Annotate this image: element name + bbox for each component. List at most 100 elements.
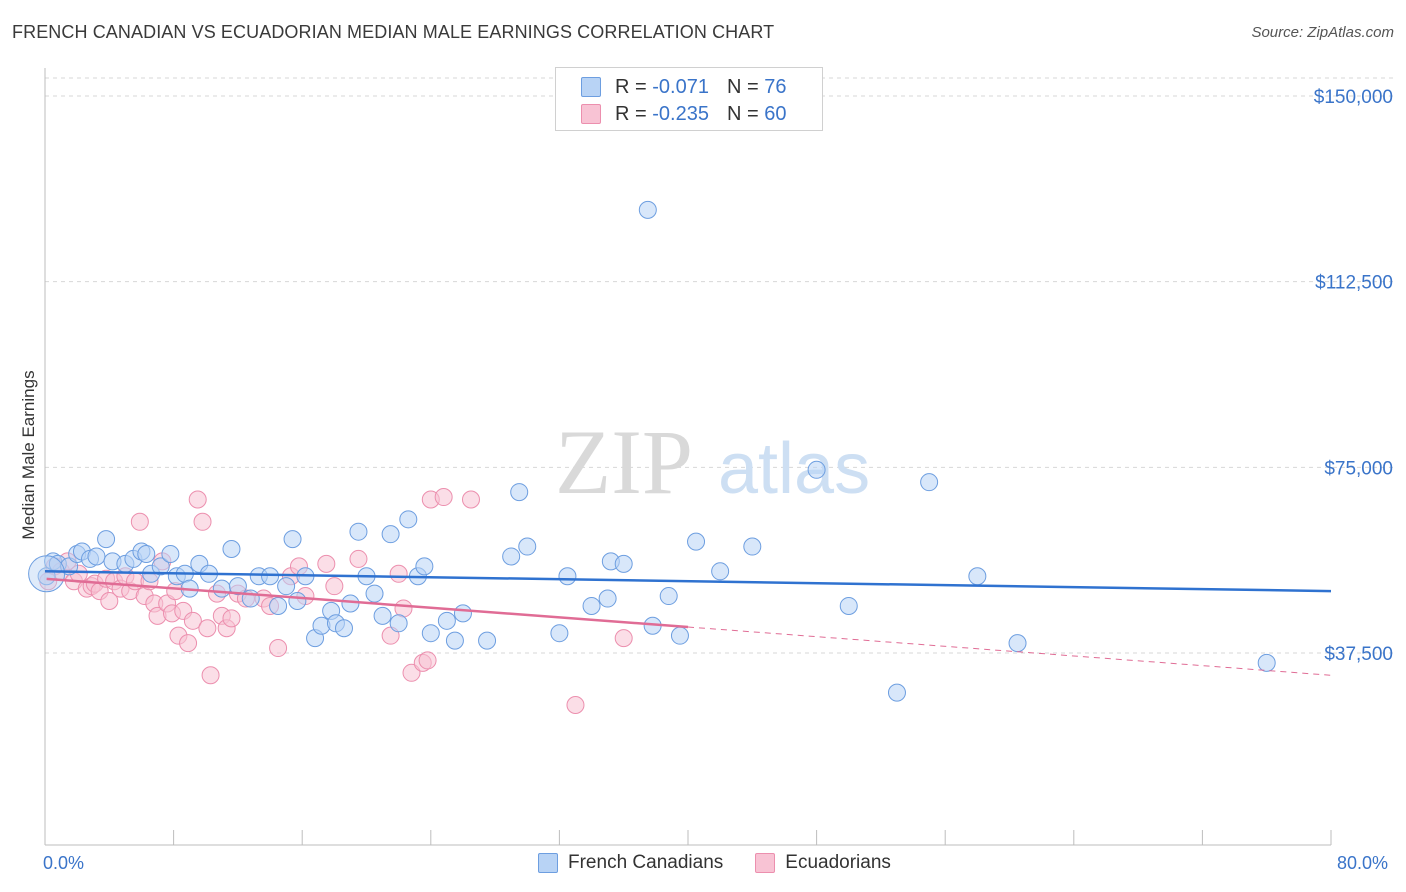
watermark-atlas: atlas <box>718 429 870 509</box>
french-point <box>659 587 678 606</box>
ecuador-point <box>130 512 149 531</box>
french-point <box>212 579 231 598</box>
ecuador-swatch <box>581 104 601 124</box>
french-point <box>558 567 577 586</box>
y-tick-label: $37,500 <box>1324 644 1393 665</box>
y-tick-label: $150,000 <box>1314 87 1393 108</box>
french-legend-swatch <box>538 853 558 873</box>
ecuador-point <box>179 634 198 653</box>
french-point <box>415 557 434 576</box>
french-point <box>445 631 464 650</box>
french-point <box>968 567 987 586</box>
french-swatch <box>581 77 601 97</box>
french-point <box>261 567 280 586</box>
french-point <box>437 611 456 630</box>
french-point <box>269 596 288 615</box>
ecuador-point <box>222 609 241 628</box>
french-point <box>399 510 418 529</box>
french-point <box>222 540 241 559</box>
legend-item-ecuador: Ecuadorians <box>755 852 891 874</box>
french-point <box>334 619 353 638</box>
y-tick-label: $75,000 <box>1324 458 1393 479</box>
series-legend: French Canadians Ecuadorians <box>538 852 923 874</box>
french-point <box>518 537 537 556</box>
y-axis-label: Median Male Earnings <box>19 370 38 539</box>
ecuador-point <box>614 629 633 648</box>
x-axis-max-label: 80.0% <box>1337 853 1389 873</box>
legend-r-value: -0.235 <box>652 102 709 125</box>
ecuador-point <box>325 577 344 596</box>
french-point <box>598 589 617 608</box>
ecuador-point <box>349 549 368 568</box>
ecuador-point <box>317 554 336 573</box>
ecuador-legend-swatch <box>755 853 776 873</box>
legend-r-value: -0.071 <box>652 75 709 98</box>
french-point <box>381 525 400 544</box>
french-point <box>283 530 302 549</box>
french-point <box>920 473 939 492</box>
legend-r-label: R = <box>615 102 647 125</box>
ecuador-point <box>269 639 288 658</box>
ecuador-point <box>418 651 437 670</box>
french-point <box>478 631 497 650</box>
french-point <box>97 530 116 549</box>
legend-n-value: 76 <box>764 75 787 98</box>
ecuador-point <box>193 512 212 531</box>
ecuador-trend-extension <box>687 626 1332 676</box>
legend-ecuador-label: Ecuadorians <box>785 852 891 873</box>
x-axis-min-label: 0.0% <box>43 853 85 873</box>
french-point <box>670 626 689 645</box>
french-point <box>510 483 529 502</box>
french-point <box>453 604 472 623</box>
legend-n-label: N = <box>726 102 759 125</box>
legend-row-french: R = -0.071 N = 76 <box>581 74 786 100</box>
legend-n-value: 60 <box>764 102 787 125</box>
french-point <box>550 624 569 643</box>
ecuador-point <box>198 619 217 638</box>
french-point <box>711 562 730 581</box>
french-point <box>502 547 521 566</box>
french-point <box>1257 653 1276 672</box>
french-point <box>341 594 360 613</box>
stats-legend: R = -0.071 N = 76 R = -0.235 N = 60 <box>555 67 823 131</box>
french-point <box>28 555 66 593</box>
french-point <box>743 537 762 556</box>
legend-n-label: N = <box>726 75 759 98</box>
ecuador-point <box>201 666 220 685</box>
french-point <box>1008 634 1027 653</box>
ecuador-trend-line <box>46 577 689 629</box>
french-point <box>638 200 657 219</box>
french-point <box>228 577 247 596</box>
ecuador-point <box>566 695 585 714</box>
french-point <box>373 606 392 625</box>
legend-item-french: French Canadians <box>538 852 723 874</box>
ecuador-point <box>434 488 453 507</box>
french-point <box>151 557 170 576</box>
french-point <box>614 554 633 573</box>
french-point <box>87 547 106 566</box>
french-point <box>277 577 296 596</box>
watermark-zip: ZIP <box>555 411 693 513</box>
french-point <box>365 584 384 603</box>
french-point <box>421 624 440 643</box>
ecuador-point <box>389 564 408 583</box>
y-tick-label: $112,500 <box>1315 273 1393 294</box>
ecuador-point <box>461 490 480 509</box>
french-point <box>887 683 906 702</box>
french-point <box>582 596 601 615</box>
french-point <box>389 614 408 633</box>
chart-title: FRENCH CANADIAN VS ECUADORIAN MEDIAN MAL… <box>12 22 775 42</box>
legend-french-label: French Canadians <box>568 852 724 873</box>
french-point <box>137 544 156 563</box>
french-point <box>839 596 858 615</box>
legend-r-label: R = <box>615 75 647 98</box>
ecuador-point <box>188 490 207 509</box>
french-trend-line <box>44 570 1332 593</box>
legend-row-ecuador: R = -0.235 N = 60 <box>581 101 786 127</box>
source-label: Source: ZipAtlas.com <box>1251 24 1394 41</box>
ecuador-point <box>100 592 119 611</box>
french-point <box>349 522 368 541</box>
ecuador-point <box>183 611 202 630</box>
french-point <box>288 592 307 611</box>
